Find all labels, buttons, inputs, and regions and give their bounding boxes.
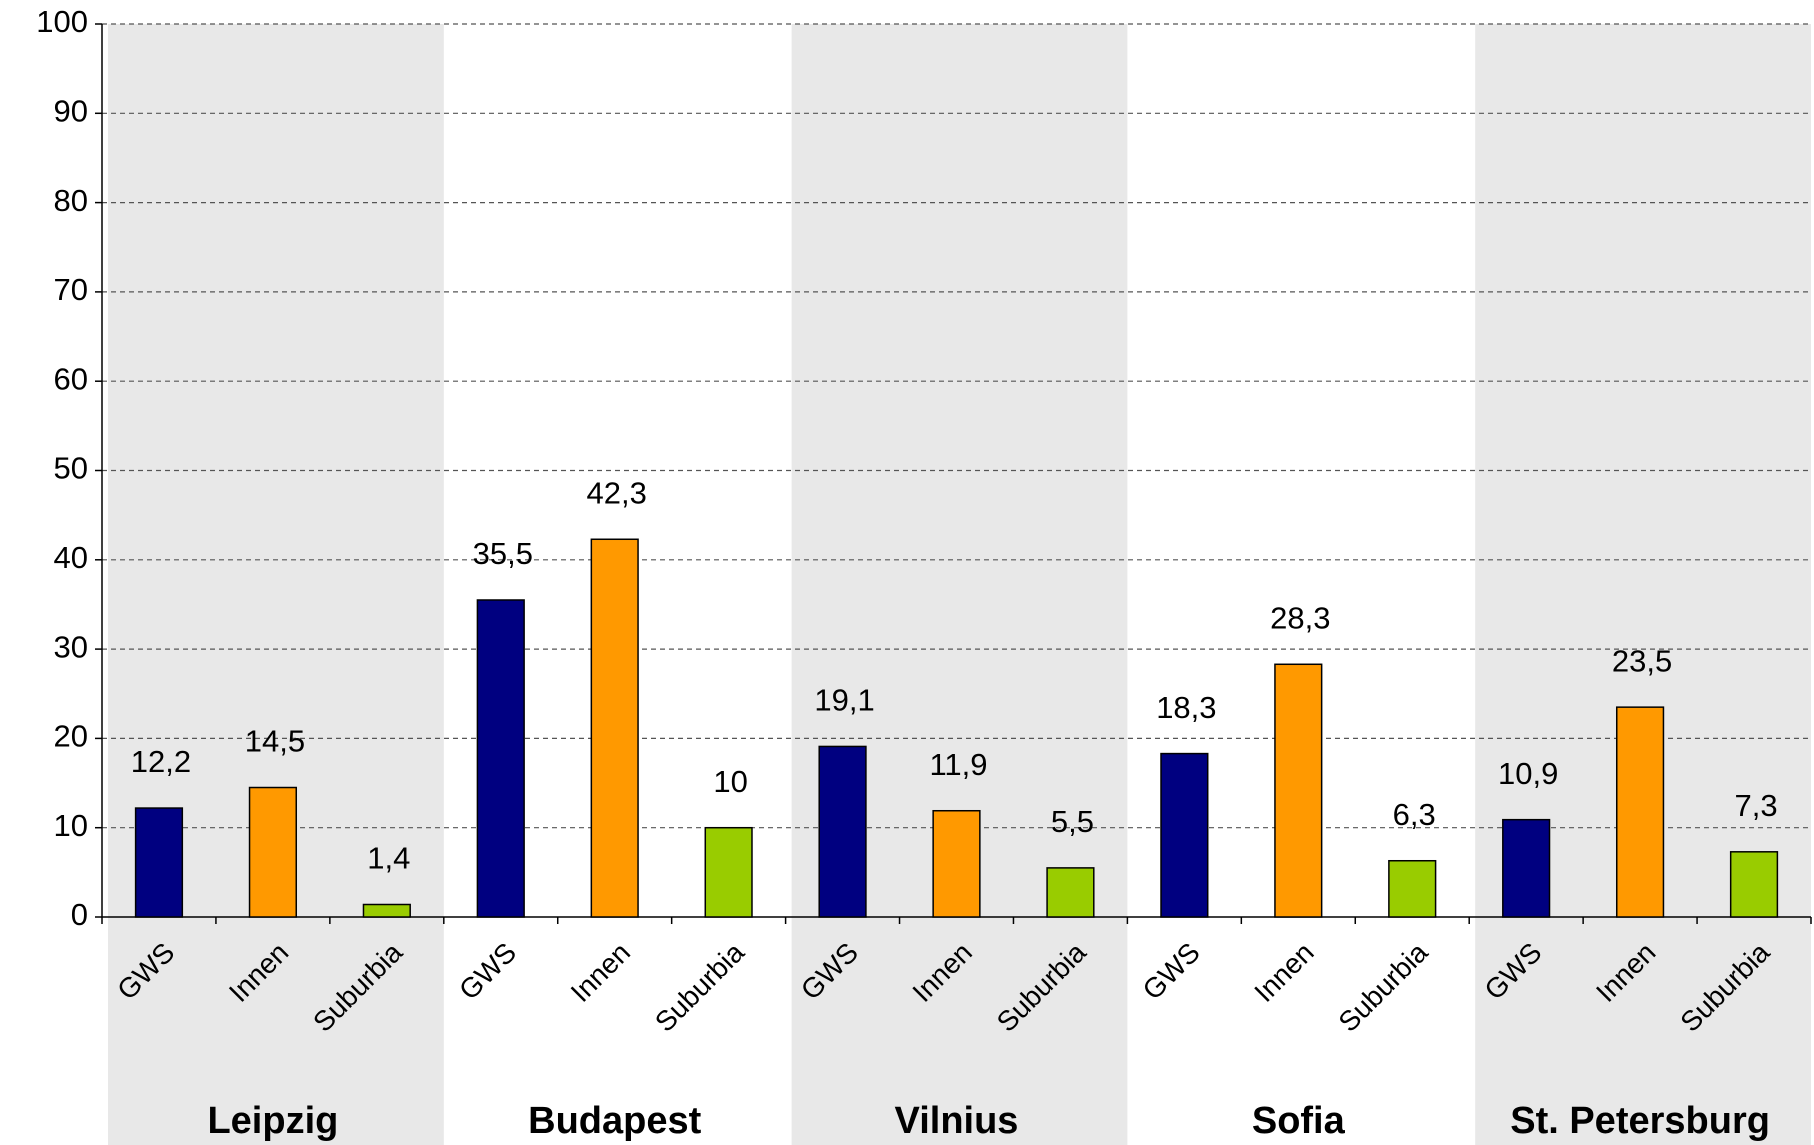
- value-label: 19,1: [814, 683, 874, 718]
- y-tick-label: 50: [54, 451, 88, 486]
- value-label: 23,5: [1612, 643, 1672, 678]
- bar: [1729, 851, 1779, 918]
- y-tick-label: 30: [54, 629, 88, 664]
- y-tick-label: 60: [54, 361, 88, 396]
- value-label: 1,4: [367, 841, 410, 876]
- value-label: 12,2: [131, 744, 191, 779]
- value-label: 6,3: [1393, 797, 1436, 832]
- y-tick-label: 90: [54, 93, 88, 128]
- bar: [590, 538, 639, 918]
- y-tick-label: 10: [54, 808, 88, 843]
- group-band: [1475, 24, 1811, 1145]
- value-label: 5,5: [1051, 804, 1094, 839]
- group-label: Leipzig: [207, 1100, 338, 1142]
- x-tick-label: Innen: [565, 937, 636, 1008]
- value-label: 28,3: [1270, 600, 1330, 635]
- bar: [1160, 752, 1209, 918]
- value-label: 10: [713, 764, 747, 799]
- bar: [1615, 706, 1665, 918]
- group-label: Sofia: [1252, 1100, 1346, 1142]
- value-label: 7,3: [1734, 788, 1777, 823]
- bar: [818, 745, 867, 918]
- y-tick-label: 40: [54, 540, 88, 575]
- bar: [1388, 859, 1437, 918]
- group-band: [108, 24, 444, 1145]
- y-tick-label: 20: [54, 719, 88, 754]
- group-label: Vilnius: [895, 1100, 1019, 1142]
- value-label: 42,3: [587, 475, 647, 510]
- y-tick-label: 0: [71, 897, 88, 932]
- value-label: 14,5: [245, 724, 305, 759]
- bar: [704, 826, 753, 918]
- value-label: 11,9: [929, 747, 987, 782]
- y-tick-label: 70: [54, 272, 88, 307]
- bar: [362, 903, 411, 918]
- group-label: St. Petersburg: [1510, 1100, 1770, 1142]
- x-tick-label: GWS: [1137, 937, 1206, 1006]
- x-tick-label: Suburbia: [649, 936, 750, 1037]
- value-label: 35,5: [473, 536, 533, 571]
- y-tick-label: 100: [36, 4, 88, 39]
- bar: [1502, 818, 1551, 918]
- bar: [134, 807, 184, 918]
- x-tick-label: GWS: [453, 937, 522, 1006]
- group-band: [791, 24, 1128, 1145]
- group-label: Budapest: [528, 1100, 701, 1142]
- value-label: 18,3: [1156, 690, 1216, 725]
- x-tick-label: Innen: [1248, 937, 1319, 1008]
- bar: [932, 809, 981, 918]
- y-tick-label: 80: [54, 183, 88, 218]
- bar: [476, 599, 525, 918]
- x-tick-label: Suburbia: [1333, 936, 1434, 1037]
- bar: [1046, 867, 1095, 918]
- bar: [1274, 663, 1323, 918]
- bar: [248, 786, 298, 918]
- value-label: 10,9: [1498, 756, 1558, 791]
